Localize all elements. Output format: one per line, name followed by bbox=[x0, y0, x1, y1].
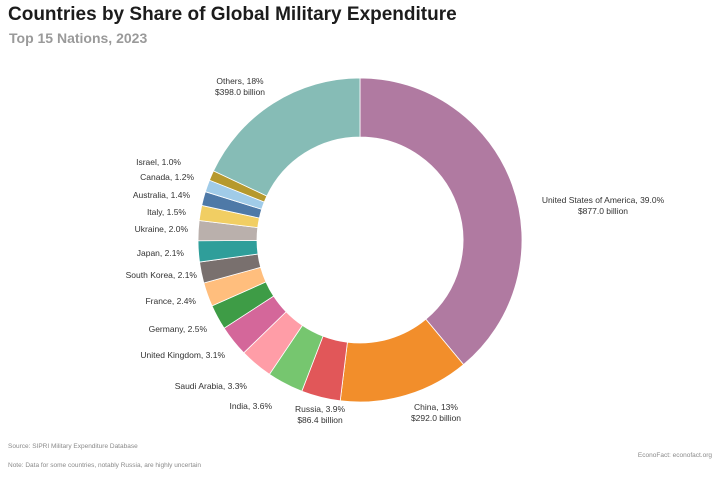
label-ukraine: Ukraine, 2.0% bbox=[135, 224, 189, 234]
chart-subtitle: Top 15 Nations, 2023 bbox=[9, 30, 148, 46]
label-russia: Russia, 3.9% $86.4 billion bbox=[295, 404, 346, 425]
source-note: Source: SIPRI Military Expenditure Datab… bbox=[8, 443, 138, 450]
label-china: China, 13% $292.0 billion bbox=[411, 402, 461, 423]
slice-united-states-of-america bbox=[359, 77, 523, 366]
label-others: Others, 18% $398.0 billion bbox=[215, 76, 265, 97]
label-japan: Japan, 2.1% bbox=[137, 248, 185, 258]
label-italy: Italy, 1.5% bbox=[147, 207, 186, 217]
label-united-states-of-america: United States of America, 39.0% $877.0 bi… bbox=[542, 195, 665, 216]
data-note: Note: Data for some countries, notably R… bbox=[8, 462, 201, 469]
slice-others bbox=[212, 77, 361, 197]
label-israel: Israel, 1.0% bbox=[136, 157, 181, 167]
label-saudi-arabia: Saudi Arabia, 3.3% bbox=[175, 381, 248, 391]
credit-text: EconoFact: econofact.org bbox=[637, 452, 712, 459]
label-canada: Canada, 1.2% bbox=[140, 172, 194, 182]
label-france: France, 2.4% bbox=[145, 296, 196, 306]
chart-title: Countries by Share of Global Military Ex… bbox=[8, 4, 457, 25]
label-india: India, 3.6% bbox=[229, 401, 272, 411]
label-united-kingdom: United Kingdom, 3.1% bbox=[140, 350, 225, 360]
label-australia: Australia, 1.4% bbox=[133, 190, 191, 200]
label-germany: Germany, 2.5% bbox=[149, 324, 208, 334]
label-south-korea: South Korea, 2.1% bbox=[126, 270, 198, 280]
